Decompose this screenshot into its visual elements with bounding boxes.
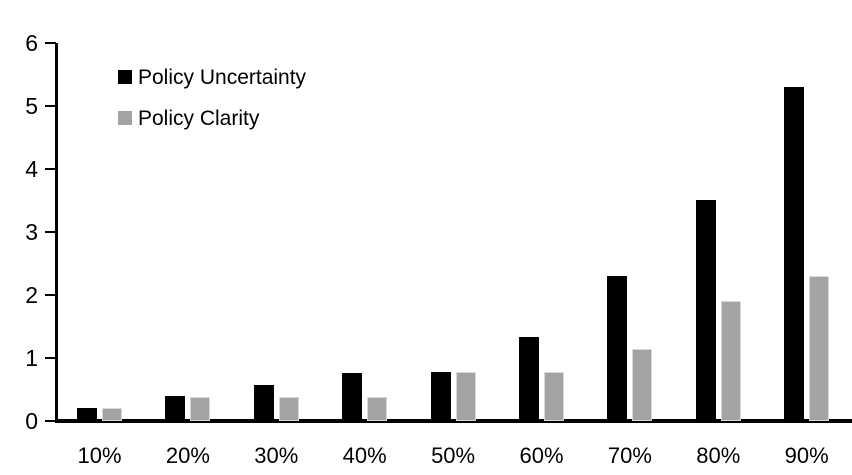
- y-tick-label-1: 1: [25, 345, 38, 371]
- bar-policy-uncertainty-50pct: [431, 372, 451, 421]
- y-tick-5: [45, 105, 56, 107]
- legend-label-policy-uncertainty: Policy Uncertainty: [138, 65, 307, 89]
- bar-policy-uncertainty-20pct: [165, 396, 185, 421]
- x-category-label-80pct: 80%: [696, 443, 741, 468]
- y-tick-2: [45, 294, 56, 296]
- y-tick-label-3: 3: [25, 219, 38, 245]
- y-tick-4: [45, 168, 56, 170]
- bar-policy-clarity-90pct: [809, 276, 829, 421]
- bar-policy-clarity-50pct: [456, 372, 476, 421]
- bar-policy-uncertainty-80pct: [696, 200, 716, 421]
- y-tick-1: [45, 357, 56, 359]
- bar-policy-clarity-10pct: [102, 408, 122, 421]
- y-tick-label-5: 5: [25, 93, 38, 119]
- y-tick-label-2: 2: [25, 282, 38, 308]
- chart-legend: Policy Uncertainty Policy Clarity: [118, 63, 306, 132]
- bar-policy-clarity-60pct: [544, 372, 564, 421]
- x-category-label-70pct: 70%: [607, 443, 652, 468]
- bar-policy-uncertainty-30pct: [254, 385, 274, 421]
- legend-swatch-policy-uncertainty: [118, 70, 132, 84]
- x-category-label-10pct: 10%: [77, 443, 122, 468]
- legend-item-policy-uncertainty: Policy Uncertainty: [118, 63, 306, 91]
- bar-policy-uncertainty-90pct: [784, 87, 804, 421]
- legend-label-policy-clarity: Policy Clarity: [138, 106, 260, 130]
- bar-policy-uncertainty-70pct: [607, 276, 627, 421]
- bar-policy-clarity-70pct: [632, 349, 652, 421]
- legend-swatch-policy-clarity: [118, 111, 132, 125]
- bar-policy-uncertainty-10pct: [77, 408, 97, 421]
- x-category-label-20pct: 20%: [165, 443, 210, 468]
- x-category-label-50pct: 50%: [431, 443, 476, 468]
- y-tick-6: [45, 42, 56, 44]
- x-category-label-30pct: 30%: [254, 443, 299, 468]
- x-category-label-40pct: 40%: [342, 443, 387, 468]
- bar-policy-clarity-20pct: [190, 397, 210, 421]
- y-tick-3: [45, 231, 56, 233]
- y-tick-label-4: 4: [25, 156, 38, 182]
- x-axis-line: [55, 419, 852, 423]
- legend-item-policy-clarity: Policy Clarity: [118, 104, 306, 132]
- bar-policy-uncertainty-40pct: [342, 373, 362, 421]
- y-tick-0: [45, 420, 56, 422]
- bar-policy-clarity-40pct: [367, 397, 387, 421]
- x-category-label-90pct: 90%: [784, 443, 829, 468]
- bar-policy-uncertainty-60pct: [519, 337, 539, 421]
- y-tick-label-6: 6: [25, 30, 38, 56]
- bar-policy-clarity-80pct: [721, 301, 741, 421]
- y-axis-line: [55, 43, 58, 423]
- x-category-label-60pct: 60%: [519, 443, 564, 468]
- bar-policy-clarity-30pct: [279, 397, 299, 421]
- y-tick-label-0: 0: [25, 408, 38, 434]
